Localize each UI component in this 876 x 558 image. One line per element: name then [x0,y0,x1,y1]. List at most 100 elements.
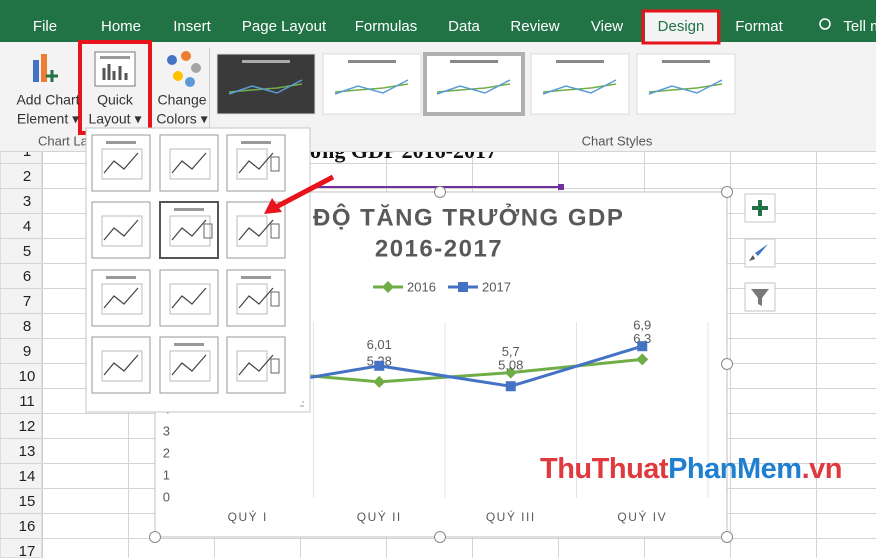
layout-line [238,354,274,376]
ribbon-tab[interactable]: Insert [173,18,211,35]
data-point [637,341,648,352]
add-element-icon [46,70,58,82]
layout-option[interactable] [159,269,219,327]
layout-plot [236,148,268,180]
brush-icon [755,244,768,256]
layout-option[interactable] [159,134,219,192]
ribbon-tab[interactable]: Review [510,18,559,35]
ribbon-button-label[interactable]: Add Chart [16,92,79,108]
row-number[interactable]: 11 [19,393,35,410]
row-number[interactable]: 4 [23,218,31,235]
layout-legend [203,223,213,239]
ribbon-button-label[interactable]: Layout ▾ [89,111,142,127]
layout-title [174,208,204,211]
ribbon: File Home Insert Page Layout Formulas Data Rev… [0,0,876,152]
layout-legend [270,358,280,374]
ribbon-tab[interactable]: Data [448,18,480,35]
watermark: ThuThuatPhanMem.vn [540,453,842,485]
legend-label: 2016 [407,279,436,294]
colors-icon [173,71,183,81]
ribbon-tab[interactable]: Tell m [843,18,876,35]
data-label: 5,08 [498,358,523,373]
resize-handle[interactable] [721,358,733,370]
quick-layout-menu [85,127,311,413]
layout-legend [270,291,280,307]
layout-option[interactable] [91,201,151,259]
layout-line [171,219,207,241]
layout-title [241,141,271,144]
resize-handle[interactable] [434,186,446,198]
colors-icon [185,77,195,87]
layout-line [238,287,274,309]
ribbon-tab[interactable]: File [33,18,57,35]
thumb-line [648,79,723,95]
resize-grip [300,401,304,407]
row-number[interactable]: 12 [19,418,36,435]
row-number[interactable]: 6 [23,268,31,285]
resize-handle[interactable] [149,531,161,543]
data-label: 5,7 [502,344,520,359]
thumb-line [542,79,617,95]
watermark-text: ThuThuatPhanMem.vn [540,453,842,485]
layout-plot [169,148,211,180]
ribbon-button-label[interactable]: Colors ▾ [156,111,207,127]
layout-option[interactable] [91,336,151,394]
row-number[interactable]: 2 [23,168,31,185]
y-tick-label: 1 [163,467,170,482]
row-number[interactable]: 17 [19,543,36,558]
data-point [505,381,516,392]
row-number[interactable]: 5 [23,243,31,260]
ribbon-group-label: Chart Styles [582,133,653,148]
row-number[interactable]: 3 [23,193,31,210]
ribbon-tab[interactable]: Home [101,18,141,35]
thumb-line [436,79,511,95]
chart-side-buttons [744,193,776,312]
layout-plot [101,283,143,315]
quick-layout-icon [102,64,128,80]
data-label: 5,28 [367,353,392,368]
quick-layout-icon [100,56,130,59]
ribbon-button-label[interactable]: Quick [97,92,134,108]
ribbon-tab[interactable]: Formulas [355,18,418,35]
row-number[interactable]: 10 [19,368,36,385]
ribbon-tab[interactable]: Page Layout [242,18,327,35]
layout-option[interactable] [226,336,286,394]
layout-plot [101,350,143,382]
row-number[interactable]: 16 [19,518,36,535]
row-number[interactable]: 8 [23,318,31,335]
row-number[interactable]: 9 [23,343,31,360]
layout-legend [270,156,280,172]
resize-handle[interactable] [721,186,733,198]
tab-bar [0,0,876,42]
design-tab-bg [645,12,717,42]
add-element-icon [41,54,47,82]
data-point [636,353,649,366]
data-label: 6,01 [367,337,392,352]
watermark-part: PhanMem [668,453,801,485]
y-tick-label: 3 [163,423,170,438]
pointer-arrowhead [264,198,282,214]
layout-plot [101,148,143,180]
resize-handle[interactable] [434,531,446,543]
ribbon-button-label[interactable]: Element ▾ [17,111,79,127]
row-number[interactable]: 15 [19,493,36,510]
filter-icon [751,289,769,306]
resize-handle[interactable] [721,531,733,543]
colors-icon [181,51,191,61]
ribbon-tab[interactable]: Format [735,18,783,35]
layout-line [103,354,139,376]
design-highlight [641,9,721,45]
row-number[interactable]: 13 [19,443,36,460]
title-handle [558,184,564,190]
layout-title [241,276,271,279]
ribbon-tab[interactable]: Design [658,18,705,35]
y-tick-label: 0 [163,489,170,504]
row-number[interactable]: 14 [19,468,36,485]
watermark-part: ThuThuat [540,453,669,485]
layout-plot [236,350,268,382]
ribbon-button-label[interactable]: Change [157,92,206,108]
x-tick-label: QUÝ III [486,509,536,524]
ribbon-tab[interactable]: View [591,18,623,35]
row-number[interactable]: 7 [23,293,31,310]
